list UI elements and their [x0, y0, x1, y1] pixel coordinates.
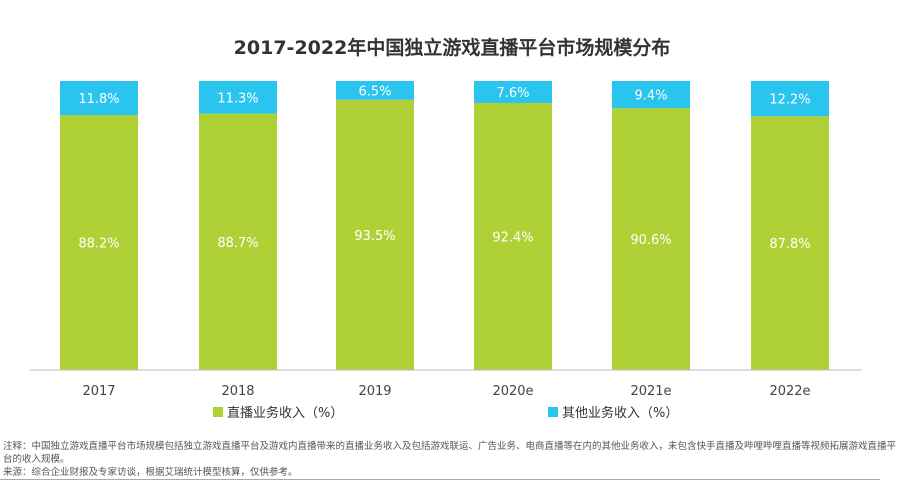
- bar-segment-live: [199, 113, 277, 371]
- data-label: 11.8%: [78, 92, 119, 107]
- data-label: 11.3%: [217, 91, 258, 106]
- x-tick-label: 2019: [358, 384, 391, 399]
- data-label: 87.8%: [769, 237, 810, 252]
- bar-segment-live: [474, 102, 552, 371]
- data-label: 9.4%: [634, 89, 667, 104]
- bar-segment-other: [199, 81, 277, 114]
- x-tick-label: 2018: [221, 384, 254, 399]
- data-label: 88.2%: [78, 237, 119, 252]
- legend-swatch-other: [548, 407, 558, 417]
- bar-segment-live: [751, 116, 829, 371]
- legend-label-live: 直播业务收入（%）: [227, 405, 343, 421]
- data-label: 6.5%: [358, 84, 391, 99]
- footnote: 注释：中国独立游戏直播平台市场规模包括独立游戏直播平台及游戏内直播带来的直播业务…: [3, 441, 897, 465]
- legend-swatch-live: [213, 407, 223, 417]
- bar-segment-live: [336, 99, 414, 370]
- divider: [0, 479, 880, 480]
- data-label: 88.7%: [217, 236, 258, 251]
- chart-title: 2017-2022年中国独立游戏直播平台市场规模分布: [234, 36, 671, 59]
- x-tick-label: 2020e: [492, 384, 533, 399]
- bar-segment-live: [60, 115, 138, 371]
- data-label: 12.2%: [769, 93, 810, 108]
- data-label: 92.4%: [492, 230, 533, 245]
- legend-label-other: 其他业务收入（%）: [562, 405, 678, 421]
- bar-segment-other: [60, 81, 138, 116]
- data-label: 7.6%: [496, 86, 529, 101]
- x-tick-label: 2022e: [769, 384, 810, 399]
- bar-segment-other: [336, 81, 414, 100]
- x-tick-label: 2021e: [630, 384, 671, 399]
- data-label: 90.6%: [630, 233, 671, 248]
- legend: 直播业务收入（%） 其他业务收入（%）: [213, 405, 678, 421]
- bar-segment-live: [612, 108, 690, 370]
- data-label: 93.5%: [354, 229, 395, 244]
- bar-segment-other: [612, 81, 690, 109]
- x-tick-label: 2017: [82, 384, 115, 399]
- bar-segment-other: [474, 81, 552, 103]
- bar-segment-other: [751, 81, 829, 117]
- source-note: 来源：综合企业财报及专家访谈，根据艾瑞统计模型核算，仅供参考。: [3, 467, 298, 478]
